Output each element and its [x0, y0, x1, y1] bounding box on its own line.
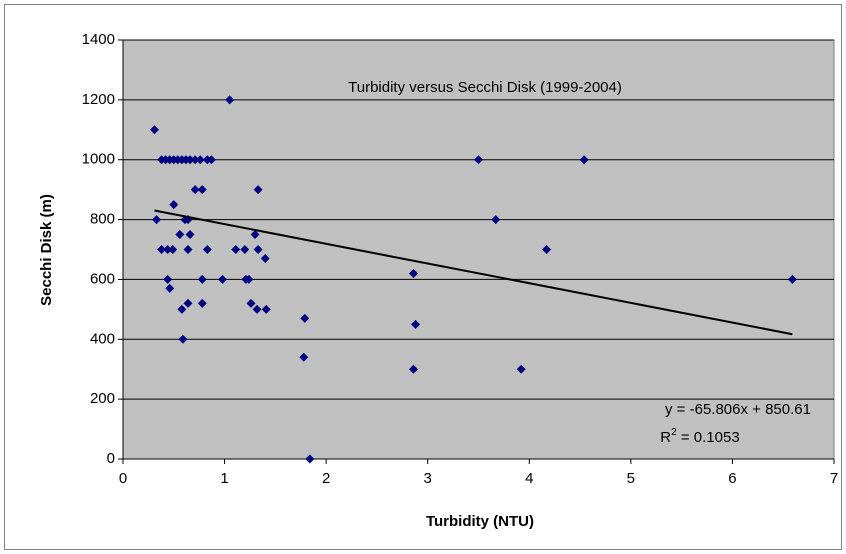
point: [231, 245, 241, 254]
x-tick-label: 6: [728, 470, 736, 487]
x-tick-label: 0: [119, 470, 127, 487]
point: [165, 283, 175, 293]
point: [408, 364, 418, 374]
point: [206, 155, 216, 165]
r-squared-sup: 2: [671, 427, 677, 438]
point: [183, 245, 193, 254]
point: [787, 274, 797, 284]
y-tick-label: 200: [90, 390, 115, 407]
point: [252, 304, 262, 314]
r-squared-prefix: R: [660, 429, 671, 446]
point: [190, 185, 200, 195]
y-tick-label: 600: [90, 270, 115, 287]
y-tick-label: 0: [107, 450, 115, 467]
x-tick-label: 7: [830, 470, 838, 487]
y-tick-label: 1400: [82, 31, 115, 48]
r-squared: R2 = 0.1053: [660, 427, 739, 446]
point: [178, 334, 188, 344]
y-tick-label: 400: [90, 330, 115, 347]
point: [149, 125, 159, 135]
point: [299, 352, 309, 362]
point: [185, 230, 195, 240]
x-tick-label: 2: [322, 470, 330, 487]
y-tick-label: 1200: [82, 91, 115, 108]
point: [197, 298, 207, 308]
point: [195, 155, 205, 165]
x-tick-label: 5: [627, 470, 635, 487]
x-axis-title: Turbidity (NTU): [426, 513, 534, 530]
point: [197, 185, 207, 195]
point: [225, 95, 235, 105]
point: [253, 245, 263, 254]
point: [163, 274, 173, 284]
point: [300, 313, 310, 323]
point: [261, 304, 271, 314]
point: [163, 245, 173, 254]
point: [305, 454, 315, 464]
point: [246, 298, 256, 308]
point: [183, 298, 193, 308]
point: [579, 155, 589, 165]
y-tick-label: 1000: [82, 151, 115, 168]
chart-title: Turbidity versus Secchi Disk (1999-2004): [348, 79, 622, 96]
point: [253, 185, 263, 195]
point: [516, 364, 526, 374]
point: [168, 245, 178, 254]
point: [190, 155, 200, 165]
point: [474, 155, 483, 165]
point: [260, 253, 270, 263]
point: [152, 215, 162, 225]
point: [175, 230, 185, 240]
x-tick-label: 1: [220, 470, 228, 487]
x-tick-label: 4: [525, 470, 533, 487]
point: [177, 304, 187, 314]
point: [197, 274, 207, 284]
point: [244, 274, 254, 284]
point: [411, 319, 421, 329]
point: [202, 245, 212, 254]
point: [250, 230, 260, 240]
point: [491, 215, 501, 225]
point: [218, 274, 228, 284]
r-squared-rest: = 0.1053: [677, 429, 740, 446]
trendline: [154, 209, 793, 336]
point: [169, 200, 179, 210]
point: [240, 245, 250, 254]
point: [408, 268, 418, 278]
trendline-equation: y = -65.806x + 850.61: [665, 401, 811, 418]
point: [157, 245, 167, 254]
y-tick-label: 800: [90, 211, 115, 228]
point: [185, 155, 195, 165]
x-tick-label: 3: [424, 470, 432, 487]
y-axis-title: Secchi Disk (m): [38, 194, 55, 306]
point: [542, 245, 552, 254]
